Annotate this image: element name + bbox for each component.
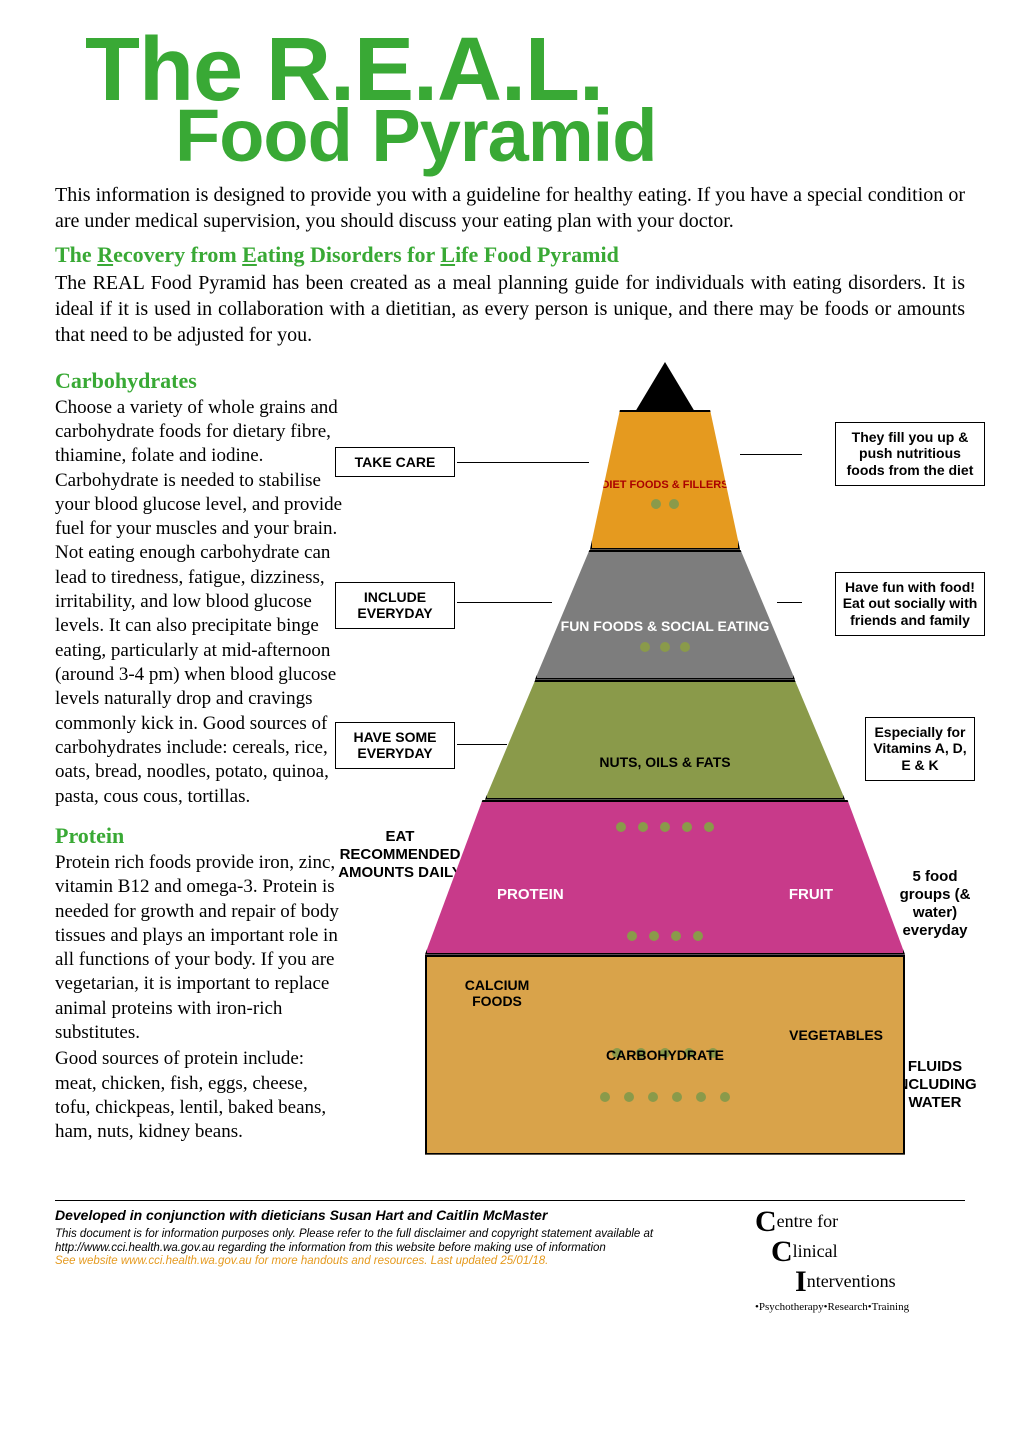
food-icon (651, 499, 661, 509)
title-line-2: Food Pyramid (175, 103, 965, 170)
real-description: The REAL Food Pyramid has been created a… (55, 270, 965, 348)
food-icon (640, 642, 650, 652)
see-website: See website www.cci.health.wa.gov.au for… (55, 1255, 735, 1267)
pyramid-graphic: TAKE CARE INCLUDE EVERYDAY HAVE SOME EVE… (365, 362, 965, 1182)
protein-heading: Protein (55, 823, 345, 849)
food-icon (680, 642, 690, 652)
food-icon (669, 499, 679, 509)
pyramid-layer-nuts-oils: NUTS, OILS & FATS (485, 680, 845, 800)
layer-label-protein: PROTEIN (497, 886, 564, 903)
logo-tagline: •Psychotherapy•Research•Training (755, 1301, 965, 1313)
food-icon (696, 1092, 706, 1102)
food-icon (660, 642, 670, 652)
food-icon (672, 1092, 682, 1102)
pyramid-apex (635, 362, 695, 412)
food-icon (649, 931, 659, 941)
food-icon (650, 778, 660, 788)
layer-label-carb: CARBOHYDRATE (606, 1047, 724, 1063)
layer-label: NUTS, OILS & FATS (599, 754, 730, 770)
layer-label-calcium: CALCIUM FOODS (447, 977, 547, 1009)
food-icon (650, 698, 660, 708)
food-icon (671, 931, 681, 941)
pyramid-shape: DIET FOODS & FILLERS FUN FOODS & SOCIAL … (425, 362, 905, 1162)
carbs-heading: Carbohydrates (55, 368, 345, 394)
intro-paragraph: This information is designed to provide … (55, 182, 965, 234)
layer-label: FUN FOODS & SOCIAL EATING (561, 618, 770, 634)
carbs-body: Choose a variety of whole grains and car… (55, 396, 345, 809)
food-icon (624, 1092, 634, 1102)
disclaimer: This document is for information purpose… (55, 1227, 735, 1256)
protein-body-2: Good sources of protein include: meat, c… (55, 1047, 345, 1144)
food-icon (690, 698, 700, 708)
layer-label-fruit: FRUIT (789, 886, 833, 903)
pyramid-layer-protein-fruit: PROTEIN FRUIT (425, 800, 905, 955)
pyramid-layer-fun-foods: FUN FOODS & SOCIAL EATING (535, 550, 795, 680)
developed-by: Developed in conjunction with dieticians… (55, 1207, 735, 1223)
pyramid-layer-base: CALCIUM FOODS CARBOHYDRATE VEGETABLES (425, 955, 905, 1155)
website-link[interactable]: www.cci.health.wa.gov.au (121, 1255, 252, 1267)
food-icon (660, 822, 670, 832)
food-icon (630, 698, 640, 708)
food-icon (704, 822, 714, 832)
food-icon (670, 698, 680, 708)
food-icon (670, 778, 680, 788)
document-title: The R.E.A.L. Food Pyramid (55, 30, 965, 170)
food-icon (627, 931, 637, 941)
text-column: Carbohydrates Choose a variety of whole … (55, 362, 345, 1182)
food-icon (648, 1092, 658, 1102)
layer-label-veg: VEGETABLES (789, 1027, 883, 1043)
cci-logo: Centre for Clinical Interventions •Psych… (755, 1207, 965, 1313)
food-icon (693, 931, 703, 941)
food-icon (682, 822, 692, 832)
food-icon (616, 822, 626, 832)
food-icon (600, 1092, 610, 1102)
food-icon (720, 1092, 730, 1102)
layer-label: DIET FOODS & FILLERS (601, 479, 728, 491)
footer: Developed in conjunction with dieticians… (55, 1207, 965, 1313)
pyramid-layer-diet-foods: DIET FOODS & FILLERS (590, 410, 740, 550)
food-icon (638, 822, 648, 832)
real-subheading: The Recovery from Eating Disorders for L… (55, 242, 965, 268)
protein-body-1: Protein rich foods provide iron, zinc, v… (55, 851, 345, 1046)
divider (55, 1200, 965, 1201)
